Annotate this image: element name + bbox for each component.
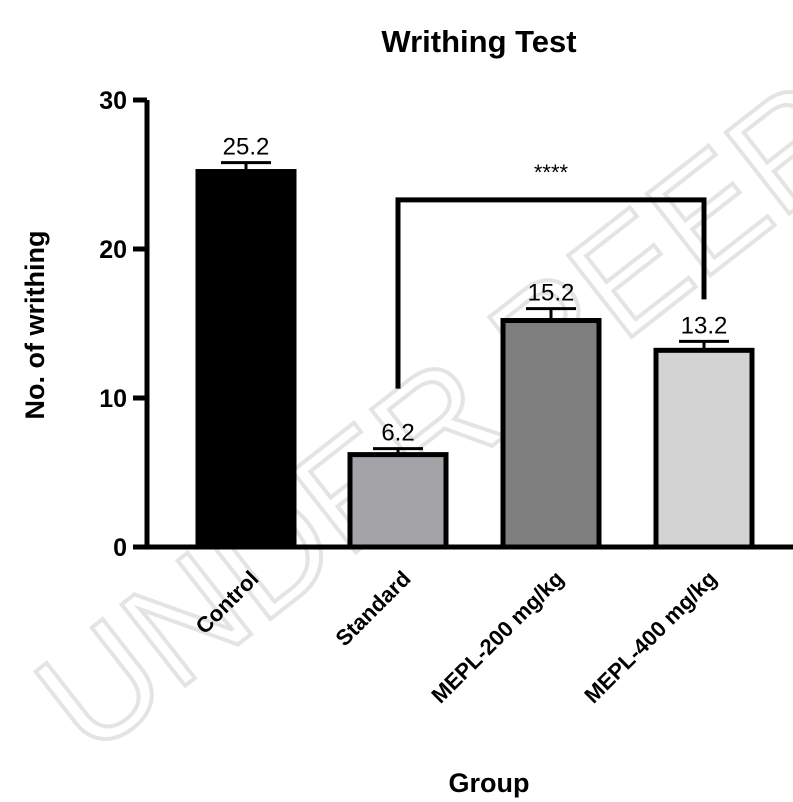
significance-group: **** xyxy=(395,160,707,389)
y-tick-label: 0 xyxy=(113,534,127,562)
data-label: 6.2 xyxy=(381,420,414,447)
data-label: 25.2 xyxy=(223,134,270,161)
y-tick-label: 20 xyxy=(99,236,127,264)
y-axis-label: No. of writhing xyxy=(20,231,50,420)
x-axis-label: Group xyxy=(449,768,530,798)
data-label: 13.2 xyxy=(681,312,728,339)
x-tick-label: MEPL-200 mg/kg xyxy=(426,566,568,708)
y-tick-label: 10 xyxy=(99,385,127,413)
bar xyxy=(653,347,755,550)
bar xyxy=(195,169,297,550)
significance-bracket xyxy=(395,197,707,389)
bar xyxy=(347,452,449,550)
chart-title: Writhing Test xyxy=(381,24,576,59)
x-tick-label: MEPL-400 mg/kg xyxy=(579,566,721,708)
data-label: 15.2 xyxy=(528,280,575,307)
y-tick-label: 30 xyxy=(99,87,127,115)
bar xyxy=(500,318,602,550)
significance-label: **** xyxy=(534,160,569,185)
